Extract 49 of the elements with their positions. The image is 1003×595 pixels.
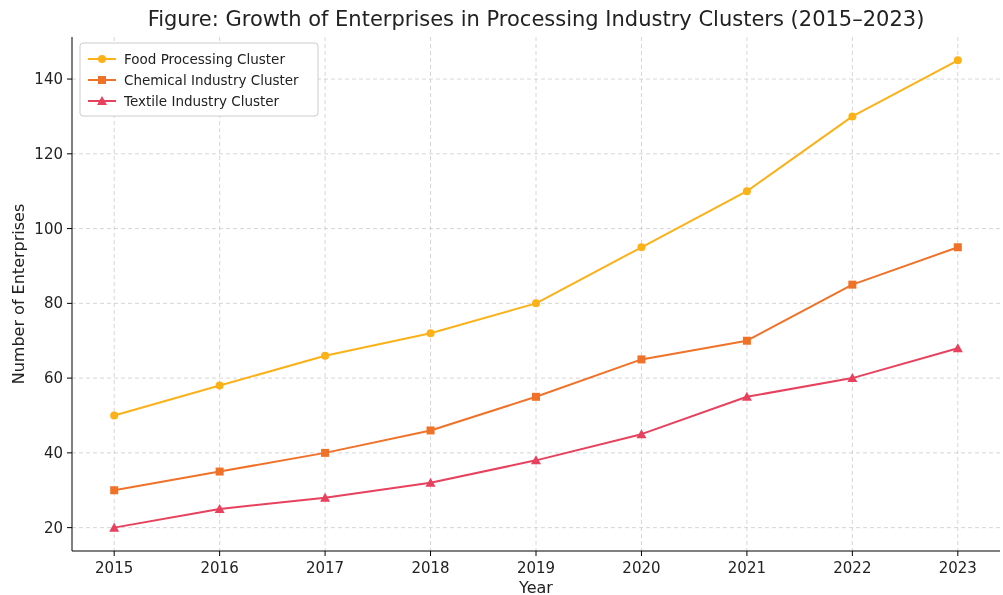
point [741, 391, 752, 401]
point [425, 477, 436, 487]
point [426, 426, 435, 435]
legend-label: Chemical Industry Cluster [124, 72, 300, 88]
y-axis-title: Number of Enterprises [9, 203, 28, 385]
point [321, 351, 330, 360]
y-tick-label: 140 [34, 70, 63, 89]
point [953, 243, 962, 252]
legend-label: Food Processing Cluster [124, 51, 286, 67]
y-tick-label: 40 [43, 443, 63, 462]
point [110, 486, 119, 495]
x-tick-label: 2019 [516, 559, 556, 577]
point [214, 503, 225, 513]
point [215, 381, 224, 390]
y-tick-label: 60 [43, 369, 63, 388]
chart-title: Figure: Growth of Enterprises in Processing Industry Clusters (2015–2023) [147, 7, 925, 31]
point [953, 56, 962, 65]
point [109, 522, 120, 532]
point [532, 299, 540, 308]
y-tick-label: 80 [43, 294, 63, 313]
y-tick-label: 20 [43, 518, 63, 537]
point [637, 243, 646, 252]
point [320, 492, 331, 502]
x-axis-title: Year [518, 578, 554, 595]
x-tick-label: 2018 [411, 559, 450, 577]
point [742, 187, 751, 196]
x-tick-label: 2017 [306, 559, 345, 577]
y-tick-label: 120 [34, 144, 63, 163]
legend-label: Textile Industry Cluster [123, 93, 280, 109]
point [848, 112, 857, 121]
x-tick-label: 2023 [938, 559, 977, 577]
point [637, 355, 646, 364]
point [742, 336, 751, 345]
point [110, 411, 119, 420]
x-tick-label: 2021 [727, 559, 766, 577]
point [847, 373, 858, 383]
y-tick-label: 100 [34, 219, 63, 238]
point [848, 280, 857, 289]
x-tick-label: 2016 [200, 559, 239, 577]
x-tick-label: 2020 [622, 559, 661, 577]
point [215, 467, 224, 476]
point [532, 392, 540, 401]
point [321, 448, 330, 457]
x-tick-label: 2022 [833, 559, 872, 577]
point [531, 455, 541, 465]
point [636, 429, 647, 439]
point [952, 343, 963, 353]
x-tick-label: 2015 [95, 559, 134, 577]
point [426, 329, 435, 338]
